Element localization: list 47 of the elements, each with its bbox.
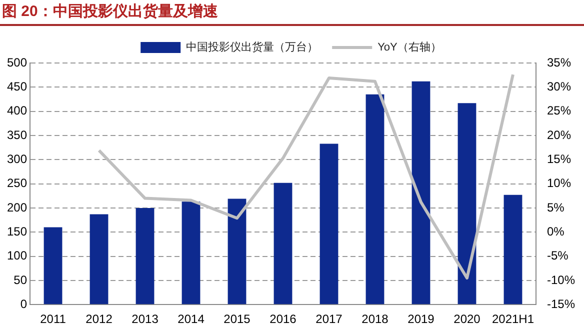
x-tick-label: 2011: [40, 312, 66, 326]
y-tick-label: 500: [6, 55, 28, 70]
y2-tick-label: 0%: [546, 224, 565, 238]
y2-tick-label: -10%: [546, 272, 576, 287]
y-tick-label: 150: [6, 224, 28, 238]
y2-tick-label: 5%: [546, 200, 565, 214]
bar: [504, 194, 522, 304]
legend-label: YoY（右轴）: [378, 40, 442, 54]
y-tick-label: 250: [6, 176, 28, 190]
y-tick-label: 50: [14, 272, 28, 287]
y2-tick-label: -5%: [546, 248, 569, 263]
bar: [412, 81, 430, 304]
y-tick-label: 350: [6, 128, 28, 142]
y-tick-label: 400: [6, 104, 28, 118]
x-tick-label: 2014: [178, 312, 205, 326]
y-tick-label: 300: [6, 152, 28, 166]
y2-tick-label: 10%: [546, 176, 572, 190]
y2-tick-label: 15%: [546, 152, 572, 166]
x-tick-label: 2016: [270, 312, 297, 326]
x-tick-label: 2020: [454, 312, 481, 326]
x-tick-label: 2015: [224, 312, 251, 326]
y-tick-label: 100: [6, 248, 28, 263]
legend-label: 中国投影仪出货量（万台）: [186, 40, 318, 54]
y2-tick-label: 35%: [546, 55, 572, 70]
bar: [182, 202, 200, 304]
bar: [366, 94, 384, 304]
y2-tick-label: 20%: [546, 128, 572, 142]
x-tick-label: 2021H1: [492, 312, 534, 326]
x-tick-label: 2012: [86, 312, 113, 326]
bar: [320, 144, 338, 304]
x-tick-label: 2017: [316, 312, 343, 326]
bar: [228, 198, 246, 304]
bar: [90, 214, 108, 304]
x-tick-label: 2013: [132, 312, 159, 326]
bar: [274, 182, 292, 304]
chart-title: 图 20：中国投影仪出货量及增速: [0, 0, 584, 26]
y2-tick-label: -15%: [546, 296, 576, 311]
y2-tick-label: 30%: [546, 79, 572, 94]
y2-tick-label: 25%: [546, 104, 572, 118]
y-tick-label: 0: [20, 296, 28, 311]
x-tick-label: 2019: [408, 312, 435, 326]
bar: [136, 208, 154, 304]
bar: [44, 227, 62, 304]
x-tick-label: 2018: [362, 312, 389, 326]
y-tick-label: 200: [6, 200, 28, 214]
bar: [458, 103, 476, 304]
y-tick-label: 450: [6, 79, 28, 94]
